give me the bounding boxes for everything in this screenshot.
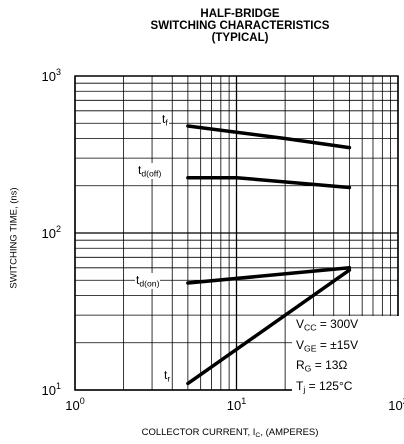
x-tick-label: 102 — [388, 396, 404, 413]
chart-title-line-3: (TYPICAL) — [211, 32, 269, 44]
y-tick-label: 102 — [42, 224, 61, 241]
series-line-1 — [186, 175, 352, 190]
x-tick-label: 101 — [227, 396, 246, 413]
x-tick-label: 100 — [65, 396, 84, 413]
y-axis-label: SWITCHING TIME, (ns) — [8, 187, 20, 289]
y-tick-label: 103 — [42, 67, 61, 84]
series-label-tf: tf — [161, 112, 169, 128]
condition-vcc: VCC = 300V — [296, 317, 359, 333]
chart-title-line-1: HALF-BRIDGE — [200, 8, 280, 20]
series-label-tdoff: td(off) — [137, 163, 163, 179]
condition-tj: Tj = 125°C — [296, 378, 353, 395]
series-line-0 — [186, 124, 352, 150]
series-line-3 — [186, 268, 352, 386]
series-label-tdon: td(on) — [135, 273, 161, 289]
condition-rg: RG = 13Ω — [296, 358, 348, 374]
chart-title-line-2: SWITCHING CHARACTERISTICS — [150, 20, 330, 32]
x-axis-label: COLLECTOR CURRENT, IC, (AMPERES) — [141, 427, 319, 440]
series-label-tr: tr — [163, 368, 172, 384]
y-tick-label: 101 — [42, 381, 61, 398]
plot-frame — [74, 75, 399, 391]
test-conditions-box: VCC = 300V VGE = ±15V RG = 13Ω Tj = 125°… — [292, 316, 400, 394]
condition-vge: VGE = ±15V — [296, 337, 359, 354]
series-line-2 — [186, 266, 352, 285]
